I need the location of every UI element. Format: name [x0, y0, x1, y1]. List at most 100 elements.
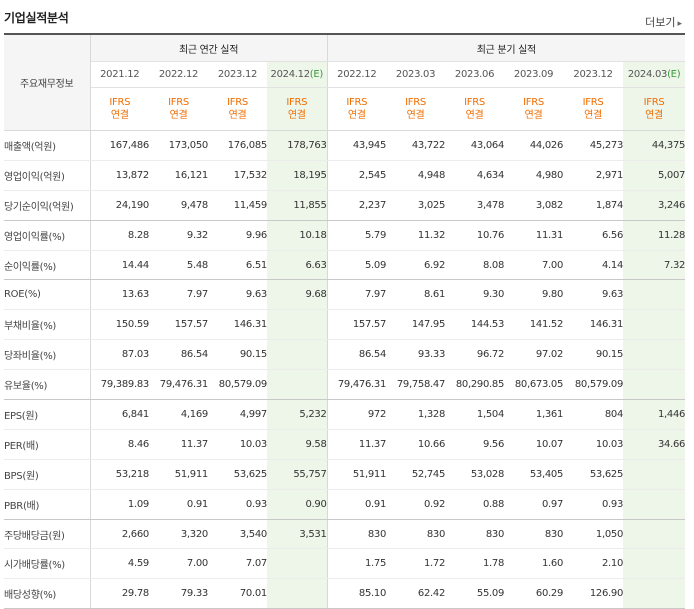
table-cell: 3,478	[445, 190, 504, 221]
table-cell: 11.28	[623, 220, 685, 251]
period-header: 2024.12(E)	[267, 61, 328, 88]
table-cell	[267, 548, 328, 580]
table-cell: 7.97	[327, 279, 386, 311]
quarter-group-header: 최근 분기 실적	[327, 34, 686, 62]
row-label[interactable]: PER(배)	[4, 429, 91, 460]
row-label[interactable]: 당좌비율(%)	[4, 339, 91, 371]
row-label[interactable]: PBR(배)	[4, 489, 91, 520]
accounting-standard-header: IFRS 연결	[327, 87, 387, 131]
accounting-standard-header: IFRS 연결	[445, 87, 505, 131]
table-cell: 7.07	[208, 548, 267, 580]
period-date: 2024.03	[627, 69, 668, 80]
chevron-right-icon: ▸	[677, 19, 682, 29]
table-cell: 830	[386, 519, 445, 550]
table-row: BPS(원) 53,218 51,911 53,625 55,757 51,911 52,7…	[4, 459, 686, 490]
ifrs-label: IFRS	[168, 97, 189, 108]
table-cell: 16,121	[149, 160, 208, 191]
period-header: 2024.03(E)	[623, 61, 686, 88]
consolidated-label: 연결	[110, 110, 129, 121]
table-cell: 8.46	[90, 429, 149, 460]
annual-group-header: 최근 연간 실적	[90, 34, 328, 62]
table-cell: 90.15	[208, 339, 267, 371]
row-label[interactable]: 주당배당금(원)	[4, 519, 91, 550]
table-cell: 53,625	[563, 459, 623, 490]
accounting-standard-header: IFRS 연결	[504, 87, 564, 131]
table-cell: 10.66	[386, 429, 445, 460]
table-cell: 804	[563, 399, 623, 430]
consolidated-label: 연결	[406, 110, 425, 121]
table-cell: 1,874	[563, 190, 623, 221]
table-cell: 0.93	[208, 489, 267, 520]
estimate-mark: (E)	[309, 69, 324, 80]
table-cell: 1.72	[386, 548, 445, 580]
table-cell: 43,064	[445, 130, 504, 161]
table-cell: 96.72	[445, 339, 504, 371]
table-cell: 4,980	[504, 160, 563, 191]
table-cell: 8.61	[386, 279, 445, 311]
ifrs-label: IFRS	[286, 97, 308, 108]
row-label[interactable]: 당기순이익(억원)	[4, 190, 91, 221]
period-date: 2022.12	[337, 69, 377, 80]
period-date: 2023.06	[454, 69, 495, 80]
table-row: 시가배당률(%) 4.59 7.00 7.07 1.75 1.72 1.78 1.60 2.10	[4, 548, 686, 580]
table-cell: 157.57	[149, 309, 208, 341]
table-cell: 3,320	[149, 519, 208, 550]
row-label[interactable]: 영업이익(억원)	[4, 160, 91, 191]
row-label[interactable]: EPS(원)	[4, 399, 91, 430]
table-cell: 9,478	[149, 190, 208, 221]
period-date: 2023.03	[395, 69, 436, 80]
table-cell: 9.30	[445, 279, 504, 311]
table-cell: 7.00	[504, 250, 563, 281]
accounting-standard-header: IFRS 연결	[149, 87, 208, 131]
table-cell: 90.15	[563, 339, 623, 371]
period-header: 2023.03	[386, 61, 446, 88]
table-cell: 167,486	[90, 130, 149, 161]
table-cell: 4.59	[90, 548, 149, 580]
accounting-standard-header: IFRS 연결	[90, 87, 149, 131]
table-cell: 43,722	[386, 130, 445, 161]
table-cell: 2,545	[327, 160, 386, 191]
period-date: 2022.12	[158, 69, 199, 80]
row-label[interactable]: 매출액(억원)	[4, 130, 91, 161]
table-cell: 4,634	[445, 160, 504, 191]
table-cell: 93.33	[386, 339, 445, 371]
row-label[interactable]: 영업이익률(%)	[4, 220, 91, 251]
consolidated-label: 연결	[228, 110, 247, 121]
row-label[interactable]: 부채비율(%)	[4, 309, 91, 341]
table-cell: 80,673.05	[504, 369, 563, 401]
table-cell: 10.03	[563, 429, 623, 460]
table-cell: 1.09	[90, 489, 149, 520]
accounting-standard-header: IFRS 연결	[267, 87, 328, 131]
table-cell: 11.32	[386, 220, 445, 251]
table-cell: 3,540	[208, 519, 267, 550]
row-label[interactable]: 배당성향(%)	[4, 578, 91, 609]
ifrs-label: IFRS	[523, 97, 544, 108]
row-label[interactable]: ROE(%)	[4, 279, 91, 311]
more-link[interactable]: 더보기 ▸	[645, 14, 682, 30]
row-label[interactable]: 시가배당률(%)	[4, 548, 91, 580]
table-cell: 1,328	[386, 399, 445, 430]
period-date: 2021.12	[100, 69, 140, 80]
table-cell: 52,745	[386, 459, 445, 490]
consolidated-label: 연결	[465, 110, 484, 121]
table-cell: 13,872	[90, 160, 149, 191]
table-cell: 79,476.31	[149, 369, 208, 401]
table-cell: 18,195	[267, 160, 328, 191]
table-cell: 11.37	[149, 429, 208, 460]
row-label[interactable]: BPS(원)	[4, 459, 91, 490]
table-cell: 173,050	[149, 130, 208, 161]
consolidated-label: 연결	[524, 110, 543, 121]
ifrs-label: IFRS	[582, 97, 604, 108]
row-label[interactable]: 유보율(%)	[4, 369, 91, 401]
table-cell	[267, 369, 328, 401]
ifrs-label: IFRS	[227, 97, 248, 108]
table-cell: 1,504	[445, 399, 504, 430]
consolidated-label: 연결	[347, 110, 366, 121]
ifrs-label: IFRS	[346, 97, 368, 108]
table-cell: 87.03	[90, 339, 149, 371]
period-header: 2022.12	[149, 61, 208, 88]
table-cell: 4,169	[149, 399, 208, 430]
table-cell: 146.31	[563, 309, 623, 341]
table-cell: 144.53	[445, 309, 504, 341]
row-label[interactable]: 순이익률(%)	[4, 250, 91, 281]
